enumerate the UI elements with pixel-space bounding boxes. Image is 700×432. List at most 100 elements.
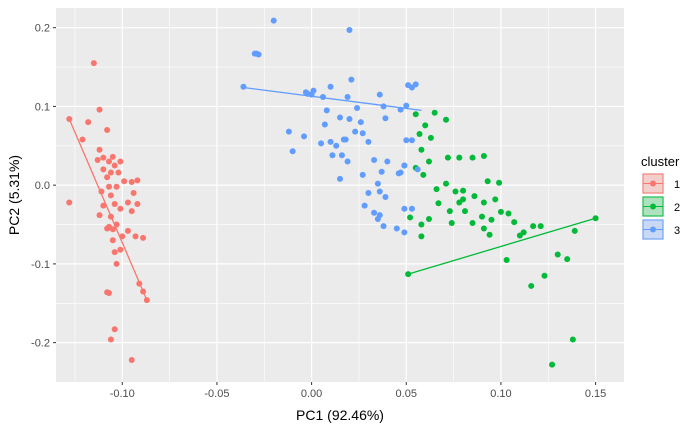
point-cluster-1 (104, 174, 111, 181)
chart-panel (56, 8, 624, 382)
point-cluster-1 (134, 201, 141, 208)
point-cluster-3 (384, 158, 391, 165)
point-cluster-1 (107, 192, 114, 199)
point-cluster-3 (301, 133, 308, 140)
point-cluster-2 (541, 272, 548, 279)
point-cluster-2 (480, 225, 487, 232)
point-cluster-1 (128, 208, 135, 215)
point-cluster-1 (106, 223, 113, 230)
point-cluster-1 (119, 233, 126, 240)
x-tick-label: -0.05 (204, 388, 229, 400)
point-cluster-3 (365, 138, 372, 145)
point-cluster-2 (488, 216, 495, 223)
point-cluster-2 (479, 213, 485, 220)
point-cluster-2 (418, 221, 425, 228)
point-cluster-1 (117, 246, 124, 253)
point-cluster-2 (416, 130, 423, 137)
point-cluster-3 (378, 168, 385, 175)
point-cluster-1 (113, 183, 120, 190)
point-cluster-3 (408, 205, 415, 212)
point-cluster-3 (338, 152, 345, 159)
point-cluster-2 (461, 208, 468, 215)
point-cluster-3 (285, 128, 292, 135)
point-cluster-2 (418, 146, 425, 153)
legend-label: 3 (674, 225, 680, 237)
x-tick-label: -0.10 (110, 388, 135, 400)
point-cluster-3 (374, 216, 381, 223)
point-cluster-1 (134, 177, 141, 184)
point-cluster-3 (412, 81, 419, 88)
point-cluster-3 (352, 128, 359, 135)
point-cluster-2 (433, 186, 440, 193)
point-cluster-1 (143, 297, 150, 304)
point-cluster-1 (140, 288, 147, 295)
y-tick-label: 0.1 (35, 101, 50, 113)
y-tick-label: 0.0 (35, 180, 50, 192)
point-cluster-3 (308, 91, 315, 98)
point-cluster-2 (486, 231, 493, 238)
point-cluster-2 (427, 134, 434, 141)
point-cluster-1 (111, 201, 118, 208)
legend-key-point (650, 180, 656, 187)
point-cluster-2 (443, 180, 450, 187)
point-cluster-2 (446, 208, 453, 215)
point-cluster-1 (106, 158, 113, 165)
point-cluster-3 (401, 162, 408, 169)
point-cluster-3 (371, 156, 378, 163)
fit-line-cluster-1 (68, 118, 148, 301)
point-cluster-1 (106, 183, 113, 190)
point-cluster-2 (503, 256, 510, 263)
point-cluster-1 (130, 190, 137, 197)
point-cluster-2 (511, 219, 518, 226)
point-cluster-3 (348, 76, 355, 83)
point-cluster-3 (344, 93, 351, 100)
point-cluster-3 (240, 83, 247, 90)
point-cluster-3 (397, 106, 404, 113)
x-tick-label: 0.00 (301, 388, 322, 400)
point-cluster-2 (456, 154, 463, 161)
point-cluster-1 (66, 116, 73, 123)
point-cluster-1 (109, 237, 116, 244)
point-cluster-1 (136, 280, 143, 287)
point-cluster-2 (592, 215, 599, 222)
point-cluster-2 (405, 271, 412, 278)
point-cluster-2 (480, 199, 487, 206)
point-cluster-1 (100, 154, 107, 161)
point-cluster-3 (337, 175, 343, 182)
point-cluster-1 (111, 249, 118, 256)
y-tick-label: -0.2 (31, 338, 50, 350)
point-cluster-3 (361, 202, 368, 209)
point-cluster-2 (425, 216, 432, 223)
y-axis-title: PC2 (5.31%) (6, 155, 22, 235)
point-cluster-1 (128, 356, 135, 363)
legend: cluster 1 2 3 (641, 154, 680, 240)
point-cluster-2 (422, 122, 429, 129)
point-cluster-3 (337, 114, 343, 121)
y-tick-label: 0.2 (35, 23, 50, 35)
point-cluster-1 (96, 146, 103, 153)
point-cluster-3 (346, 116, 353, 123)
point-cluster-1 (124, 227, 131, 234)
point-cluster-3 (376, 188, 383, 195)
point-cluster-3 (289, 148, 296, 155)
point-cluster-3 (374, 180, 381, 187)
x-axis-title: PC1 (92.46%) (296, 407, 384, 423)
x-axis: -0.10 -0.05 0.00 0.05 0.10 0.15 (110, 382, 606, 400)
x-tick-label: 0.05 (396, 388, 417, 400)
point-cluster-1 (107, 336, 114, 343)
point-cluster-2 (528, 282, 535, 289)
legend-title: cluster (641, 154, 680, 169)
point-cluster-1 (113, 221, 120, 228)
point-cluster-2 (492, 196, 499, 203)
point-cluster-1 (107, 169, 114, 176)
data-points (66, 17, 599, 368)
point-cluster-3 (327, 138, 334, 145)
point-cluster-1 (115, 169, 122, 176)
point-cluster-2 (407, 214, 414, 221)
point-cluster-1 (66, 199, 73, 206)
point-cluster-1 (85, 119, 92, 126)
point-cluster-1 (124, 199, 131, 206)
point-cluster-2 (471, 193, 478, 200)
point-cluster-1 (104, 127, 111, 134)
point-cluster-3 (382, 193, 389, 200)
